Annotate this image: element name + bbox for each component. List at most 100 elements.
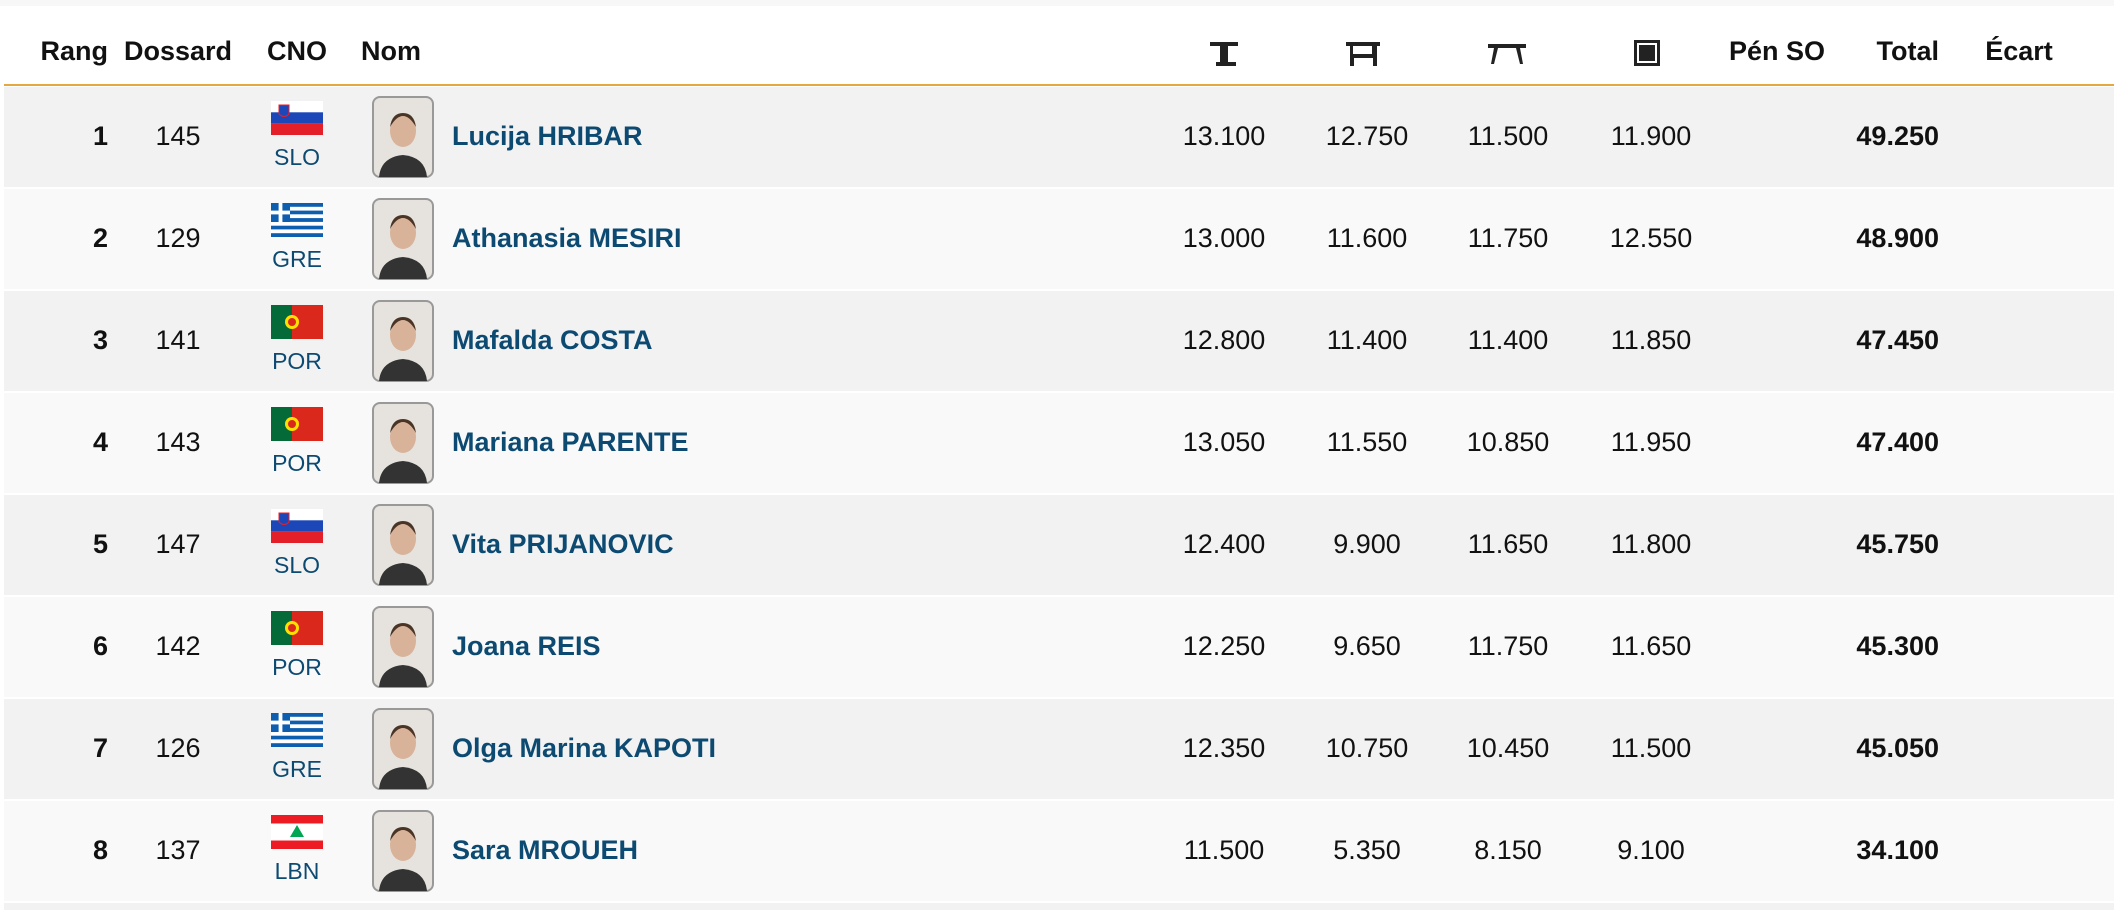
noc-code: POR [272, 348, 322, 374]
score: 9.100 [1617, 835, 1685, 865]
header-penalty: Pén SO [1729, 36, 1825, 66]
score: 12.800 [1183, 325, 1266, 355]
total: 45.300 [1856, 631, 1939, 661]
athlete-name: Athanasia MESIRI [452, 223, 682, 253]
row-background [4, 597, 2114, 697]
score: 11.400 [1327, 325, 1408, 355]
total: 48.900 [1856, 223, 1939, 253]
table-body: 1 145 SLO Lucija HRIBAR 13.100 12.750 11.500 11… [4, 87, 2114, 910]
athlete-photo [372, 402, 434, 484]
rank: 3 [93, 325, 108, 355]
row-background [4, 699, 2114, 799]
bib: 137 [155, 835, 200, 865]
bib: 143 [155, 427, 200, 457]
athlete-photo [372, 504, 434, 586]
flag [271, 305, 323, 339]
rank: 7 [93, 733, 108, 763]
score: 10.450 [1467, 733, 1550, 763]
rank: 6 [93, 631, 108, 661]
score: 10.850 [1467, 427, 1550, 457]
score: 12.350 [1183, 733, 1266, 763]
bib: 145 [155, 121, 200, 151]
score: 11.950 [1611, 427, 1692, 457]
row-background [4, 801, 2114, 901]
score: 11.800 [1611, 529, 1692, 559]
noc-code: POR [272, 654, 322, 680]
score: 11.750 [1468, 223, 1549, 253]
floor-icon [1634, 40, 1660, 66]
header-noc: CNO [267, 36, 327, 66]
noc-code: GRE [272, 246, 322, 272]
header-rank: Rang [41, 36, 109, 66]
header-name: Nom [361, 36, 421, 66]
score: 8.150 [1474, 835, 1542, 865]
bib: 126 [155, 733, 200, 763]
bib: 147 [155, 529, 200, 559]
athlete-photo [372, 96, 434, 178]
athlete-name: Sara MROUEH [452, 835, 638, 865]
apparatus-icons [1210, 40, 1660, 66]
score: 13.050 [1183, 427, 1266, 457]
noc-code: GRE [272, 756, 322, 782]
header-bib: Dossard [124, 36, 232, 66]
vault-icon [1210, 42, 1238, 66]
score: 9.900 [1333, 529, 1401, 559]
athlete-name: Mafalda COSTA [452, 325, 653, 355]
score: 11.900 [1611, 121, 1692, 151]
flag [270, 508, 324, 544]
rank: 1 [93, 121, 108, 151]
athlete-photo [372, 606, 434, 688]
rank: 4 [93, 427, 108, 457]
score: 12.550 [1610, 223, 1693, 253]
athlete-photo [372, 810, 434, 892]
rank: 8 [93, 835, 108, 865]
rank: 2 [93, 223, 108, 253]
athlete-name: Mariana PARENTE [452, 427, 689, 457]
flag [271, 815, 323, 849]
score: 11.750 [1468, 631, 1549, 661]
score: 13.100 [1183, 121, 1266, 151]
noc-code: LBN [275, 858, 320, 884]
flag [271, 203, 323, 237]
score: 11.400 [1468, 325, 1549, 355]
header-total: Total [1877, 36, 1940, 66]
score: 11.500 [1184, 835, 1265, 865]
athlete-photo [372, 300, 434, 382]
flag [270, 100, 324, 136]
athlete-name: Joana REIS [452, 631, 601, 661]
noc-code: POR [272, 450, 322, 476]
score: 11.600 [1327, 223, 1408, 253]
total: 34.100 [1856, 835, 1939, 865]
bib: 129 [155, 223, 200, 253]
score: 11.500 [1468, 121, 1549, 151]
bib: 142 [155, 631, 200, 661]
bars-icon [1346, 42, 1380, 66]
total: 49.250 [1856, 121, 1939, 151]
score: 11.650 [1468, 529, 1549, 559]
athlete-photo [372, 708, 434, 790]
flag [271, 713, 323, 747]
row-background [4, 393, 2114, 493]
score: 12.250 [1183, 631, 1266, 661]
rank: 5 [93, 529, 108, 559]
score: 5.350 [1333, 835, 1401, 865]
athlete-photo [372, 198, 434, 280]
athlete-name: Olga Marina KAPOTI [452, 733, 716, 763]
total: 47.400 [1856, 427, 1939, 457]
score: 11.500 [1611, 733, 1692, 763]
score: 9.650 [1333, 631, 1401, 661]
score: 10.750 [1326, 733, 1409, 763]
total: 47.450 [1856, 325, 1939, 355]
floor-icon-inner [1639, 45, 1655, 61]
score: 12.400 [1183, 529, 1266, 559]
beam-icon [1488, 44, 1526, 64]
next-row-strip [4, 903, 2114, 910]
row-background [4, 495, 2114, 595]
row-background [4, 87, 2114, 187]
athlete-name: Vita PRIJANOVIC [452, 529, 674, 559]
athlete-name: Lucija HRIBAR [452, 121, 643, 151]
score: 11.650 [1611, 631, 1692, 661]
score: 13.000 [1183, 223, 1266, 253]
flag [271, 611, 323, 645]
